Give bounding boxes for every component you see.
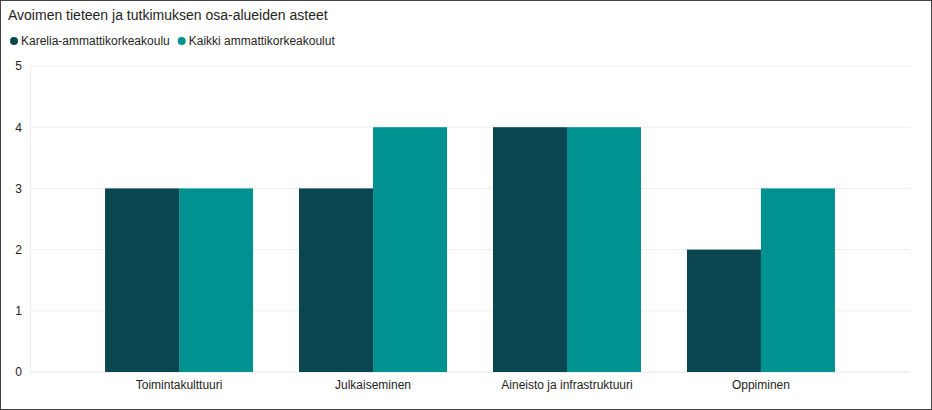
tick-label: 5	[15, 59, 22, 73]
bar	[493, 127, 567, 372]
tick-label: Oppiminen	[732, 378, 790, 392]
tick-label: Aineisto ja infrastruktuuri	[501, 378, 632, 392]
tick: Aineisto ja infrastruktuuri	[501, 372, 632, 392]
tick: 0	[15, 365, 30, 379]
bar	[567, 127, 641, 372]
tick-label: Toimintakulttuuri	[136, 378, 223, 392]
bar	[179, 188, 253, 372]
tick-label: Julkaiseminen	[335, 378, 411, 392]
y-axis: 0 1 2 3 4 5	[15, 59, 30, 379]
legend: Karelia-ammattikorkeakoulu Kaikki ammatti…	[10, 34, 335, 48]
legend-item: Karelia-ammattikorkeakoulu	[10, 34, 170, 48]
legend-label: Kaikki ammattikorkeakoulut	[189, 34, 336, 48]
title: Avoimen tieteen ja tutkimuksen osa-aluei…	[8, 7, 328, 23]
tick-label: 3	[15, 182, 22, 196]
chart: Avoimen tieteen ja tutkimuksen osa-aluei…	[0, 0, 932, 410]
bar	[105, 188, 179, 372]
tick: Toimintakulttuuri	[136, 372, 223, 392]
tick-label: 0	[15, 365, 22, 379]
tick: Julkaiseminen	[335, 372, 411, 392]
tick-label: 2	[15, 243, 22, 257]
tick: 2	[15, 243, 30, 257]
grid	[30, 66, 910, 372]
bar	[761, 188, 835, 372]
tick: Oppiminen	[732, 372, 790, 392]
axis-line	[30, 67, 31, 373]
bar	[373, 127, 447, 372]
tick-label: 4	[15, 121, 22, 135]
legend-item: Kaikki ammattikorkeakoulut	[178, 34, 336, 48]
tick: 3	[15, 182, 30, 196]
legend-marker	[178, 37, 186, 45]
bar	[687, 250, 761, 372]
tick: 5	[15, 59, 30, 73]
axis-line	[31, 372, 911, 373]
bars	[105, 127, 835, 372]
bar	[299, 188, 373, 372]
tick-label: 1	[15, 304, 22, 318]
grid-line	[30, 127, 910, 128]
legend-marker	[10, 37, 18, 45]
tick: 1	[15, 304, 30, 318]
x-axis: Toimintakulttuuri Julkaiseminen Aineisto j…	[31, 372, 911, 392]
tick: 4	[15, 121, 30, 135]
legend-label: Karelia-ammattikorkeakoulu	[21, 34, 170, 48]
grid-line	[30, 66, 910, 67]
frame	[1, 1, 932, 410]
